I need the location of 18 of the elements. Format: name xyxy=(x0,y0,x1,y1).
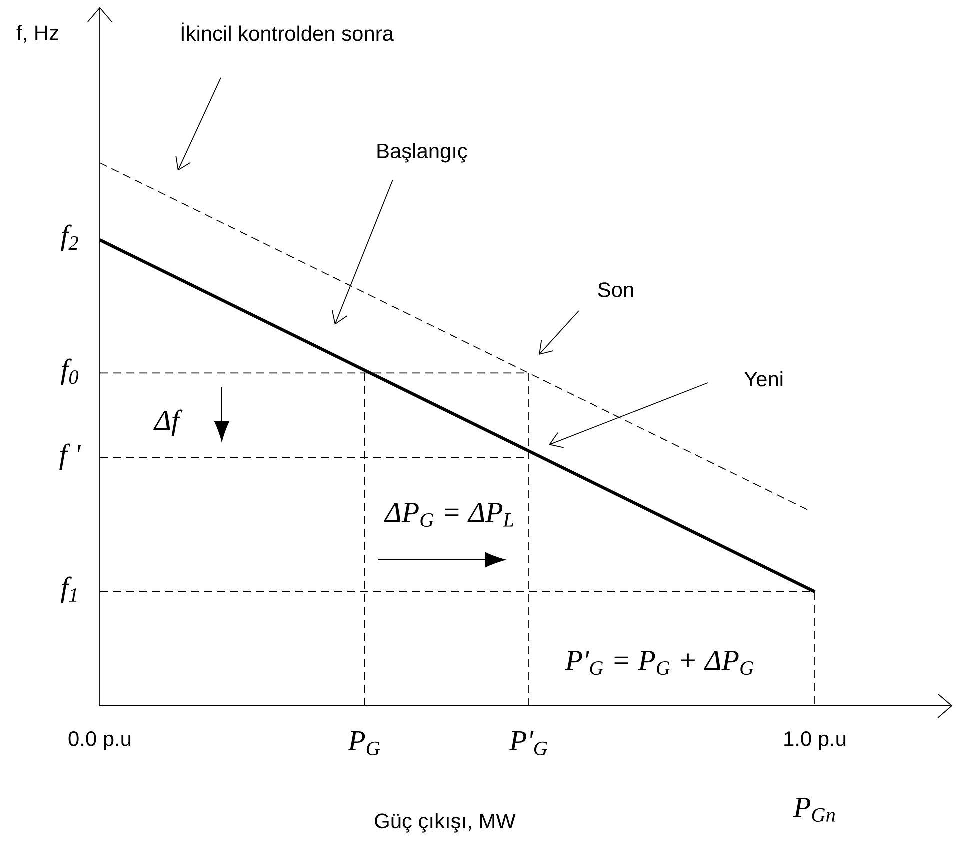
annotation: Son xyxy=(598,282,634,298)
annotation: P'$_{G}$ = P$_{G}$ + ΔP$_{G}$ xyxy=(565,650,754,676)
text: f, Hz xyxy=(16,25,58,43)
text: Başlangıç xyxy=(378,143,468,163)
annotation: Yeni xyxy=(744,371,783,387)
annotation: Δf xyxy=(154,410,183,436)
text: f$_{2}$ xyxy=(61,224,78,252)
text: f$_{1}$ xyxy=(61,576,77,604)
text: İkincil kontrolden sonra xyxy=(182,22,394,42)
text: f$_{0}$ xyxy=(61,358,79,386)
x-tick-label: P$_{G}$ xyxy=(348,732,380,756)
x-tick-label: P'$_{G}$ xyxy=(509,732,548,756)
x-tick-label: 0.0 p.u xyxy=(68,732,131,750)
text: P$_{Gn}$ xyxy=(793,798,836,822)
x-tick-label: 1.0 p.u xyxy=(784,732,846,750)
text: f ' xyxy=(60,444,82,470)
x-axis-title: Güç çıkışı, MW xyxy=(375,813,516,833)
annotation: ΔP$_{G}$ = ΔP$_{L}$ xyxy=(384,502,514,528)
